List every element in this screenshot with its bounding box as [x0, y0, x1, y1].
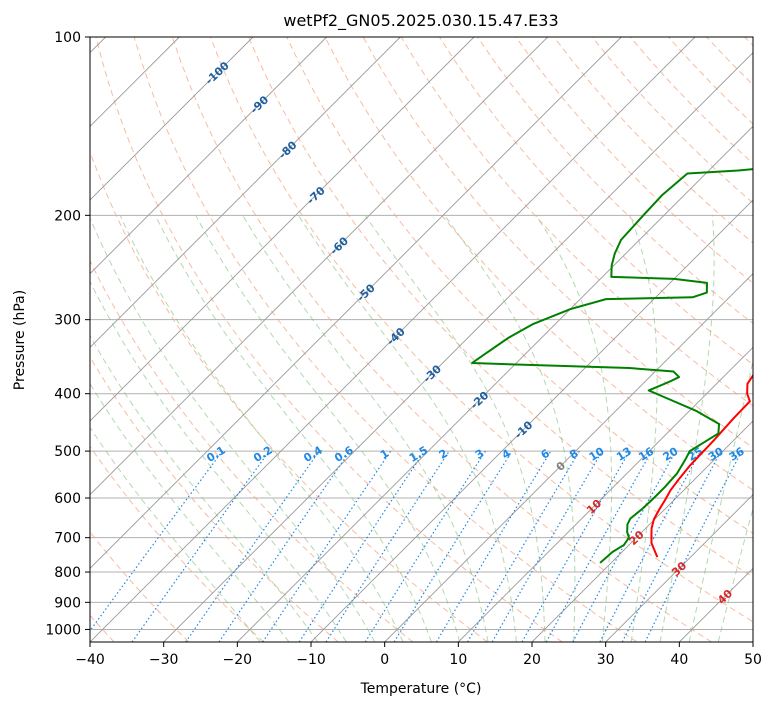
isotherm-line — [531, 420, 753, 642]
isotherm-line — [90, 37, 622, 569]
isotherm-line — [90, 37, 254, 201]
isotherm-line — [163, 52, 753, 642]
moist-adiabat-line — [90, 216, 376, 642]
moist-adiabat-line — [659, 215, 715, 642]
moist-adiabat-line — [629, 215, 658, 642]
y-tick-label: 500 — [54, 444, 81, 460]
dry-adiabat-line — [90, 259, 414, 642]
y-tick-label: 700 — [54, 531, 81, 547]
isotherm-line — [605, 494, 753, 642]
isotherm-line — [384, 273, 753, 642]
y-tick-label: 900 — [54, 595, 81, 611]
x-tick-label: 0 — [380, 652, 389, 668]
mixing-ratio-line — [393, 450, 513, 642]
moist-adiabat-line — [119, 215, 404, 642]
y-tick-label: 600 — [54, 491, 81, 507]
x-tick-label: −30 — [149, 652, 179, 668]
dry-adiabat-line — [90, 445, 264, 642]
y-tick-label: 100 — [54, 30, 81, 46]
moist-adiabat-line — [90, 280, 347, 642]
moist-adiabat-line — [535, 215, 613, 642]
mixing-ratio-line — [545, 450, 653, 642]
temperature-profile-line — [650, 374, 753, 558]
y-tick-label: 300 — [54, 313, 81, 329]
dry-adiabat-line — [171, 37, 712, 642]
plot-frame — [89, 36, 754, 643]
x-tick-label: −40 — [75, 652, 105, 668]
y-axis: 100 200 300 400 500 600 700 800 900 1000 — [45, 30, 90, 638]
mixing-ratio-line — [325, 450, 450, 642]
pressure-gridlines — [90, 37, 753, 630]
mixing-ratio-line — [298, 450, 425, 642]
plot-area: -100-90-80-70-60-50-40-30-20-10010203040… — [90, 37, 753, 642]
isotherms — [90, 37, 753, 642]
mixing-ratio-line — [90, 450, 223, 632]
chart-title: wetPf2_GN05.2025.030.15.47.E33 — [283, 11, 558, 31]
dry-adiabats — [90, 37, 753, 642]
dry-adiabat-line — [515, 37, 753, 284]
isotherm-line — [237, 125, 753, 642]
y-tick-label: 1000 — [45, 622, 81, 638]
mixing-ratio-line — [185, 450, 320, 642]
x-axis: −40 −30 −20 −10 0 10 20 30 40 50 — [75, 642, 762, 668]
dewpoint-profile-line — [471, 168, 753, 564]
dry-adiabat-line — [95, 37, 563, 642]
x-tick-label: 20 — [523, 652, 541, 668]
x-tick-label: 30 — [597, 652, 615, 668]
y-tick-label: 800 — [54, 565, 81, 581]
mixing-ratio-line — [262, 450, 392, 642]
x-axis-title: Temperature (°C) — [360, 681, 482, 697]
dry-adiabat-line — [324, 37, 753, 491]
isotherm-line — [310, 199, 753, 642]
mixing-ratio-line — [131, 450, 270, 642]
y-tick-label: 400 — [54, 387, 81, 403]
mixing-ratio-line — [644, 450, 743, 642]
mixing-ratio-line — [218, 450, 351, 642]
mixing-ratio-line — [521, 450, 631, 642]
x-tick-label: 50 — [744, 652, 762, 668]
moist-adiabats — [90, 215, 753, 642]
y-tick-label: 200 — [54, 208, 81, 224]
isotherm-line — [90, 37, 401, 348]
mixing-ratio-line — [572, 450, 677, 642]
dry-adiabat-line — [248, 37, 753, 578]
isotherm-line — [90, 37, 548, 496]
isotherm-line — [90, 37, 327, 275]
x-tick-label: 10 — [449, 652, 467, 668]
isotherm-line — [90, 37, 475, 422]
mixing-ratio-lines — [90, 450, 743, 642]
isotherm-line — [90, 37, 696, 642]
x-tick-label: −20 — [223, 652, 253, 668]
moist-adiabat-line — [154, 215, 432, 642]
moist-adiabat-line — [195, 215, 461, 642]
dry-adiabat-line — [90, 356, 339, 642]
moist-adiabat-line — [444, 215, 576, 642]
dry-adiabat-line — [210, 37, 753, 623]
sounding-series — [471, 168, 753, 564]
x-tick-label: 40 — [670, 652, 688, 668]
y-axis-title: Pressure (hPa) — [12, 290, 28, 390]
moist-adiabat-line — [90, 334, 319, 642]
isotherm-line — [458, 346, 753, 642]
moist-adiabat-line — [90, 426, 261, 642]
dry-adiabat-line — [286, 37, 753, 534]
moist-adiabat-line — [364, 215, 546, 642]
x-tick-label: −10 — [296, 652, 326, 668]
